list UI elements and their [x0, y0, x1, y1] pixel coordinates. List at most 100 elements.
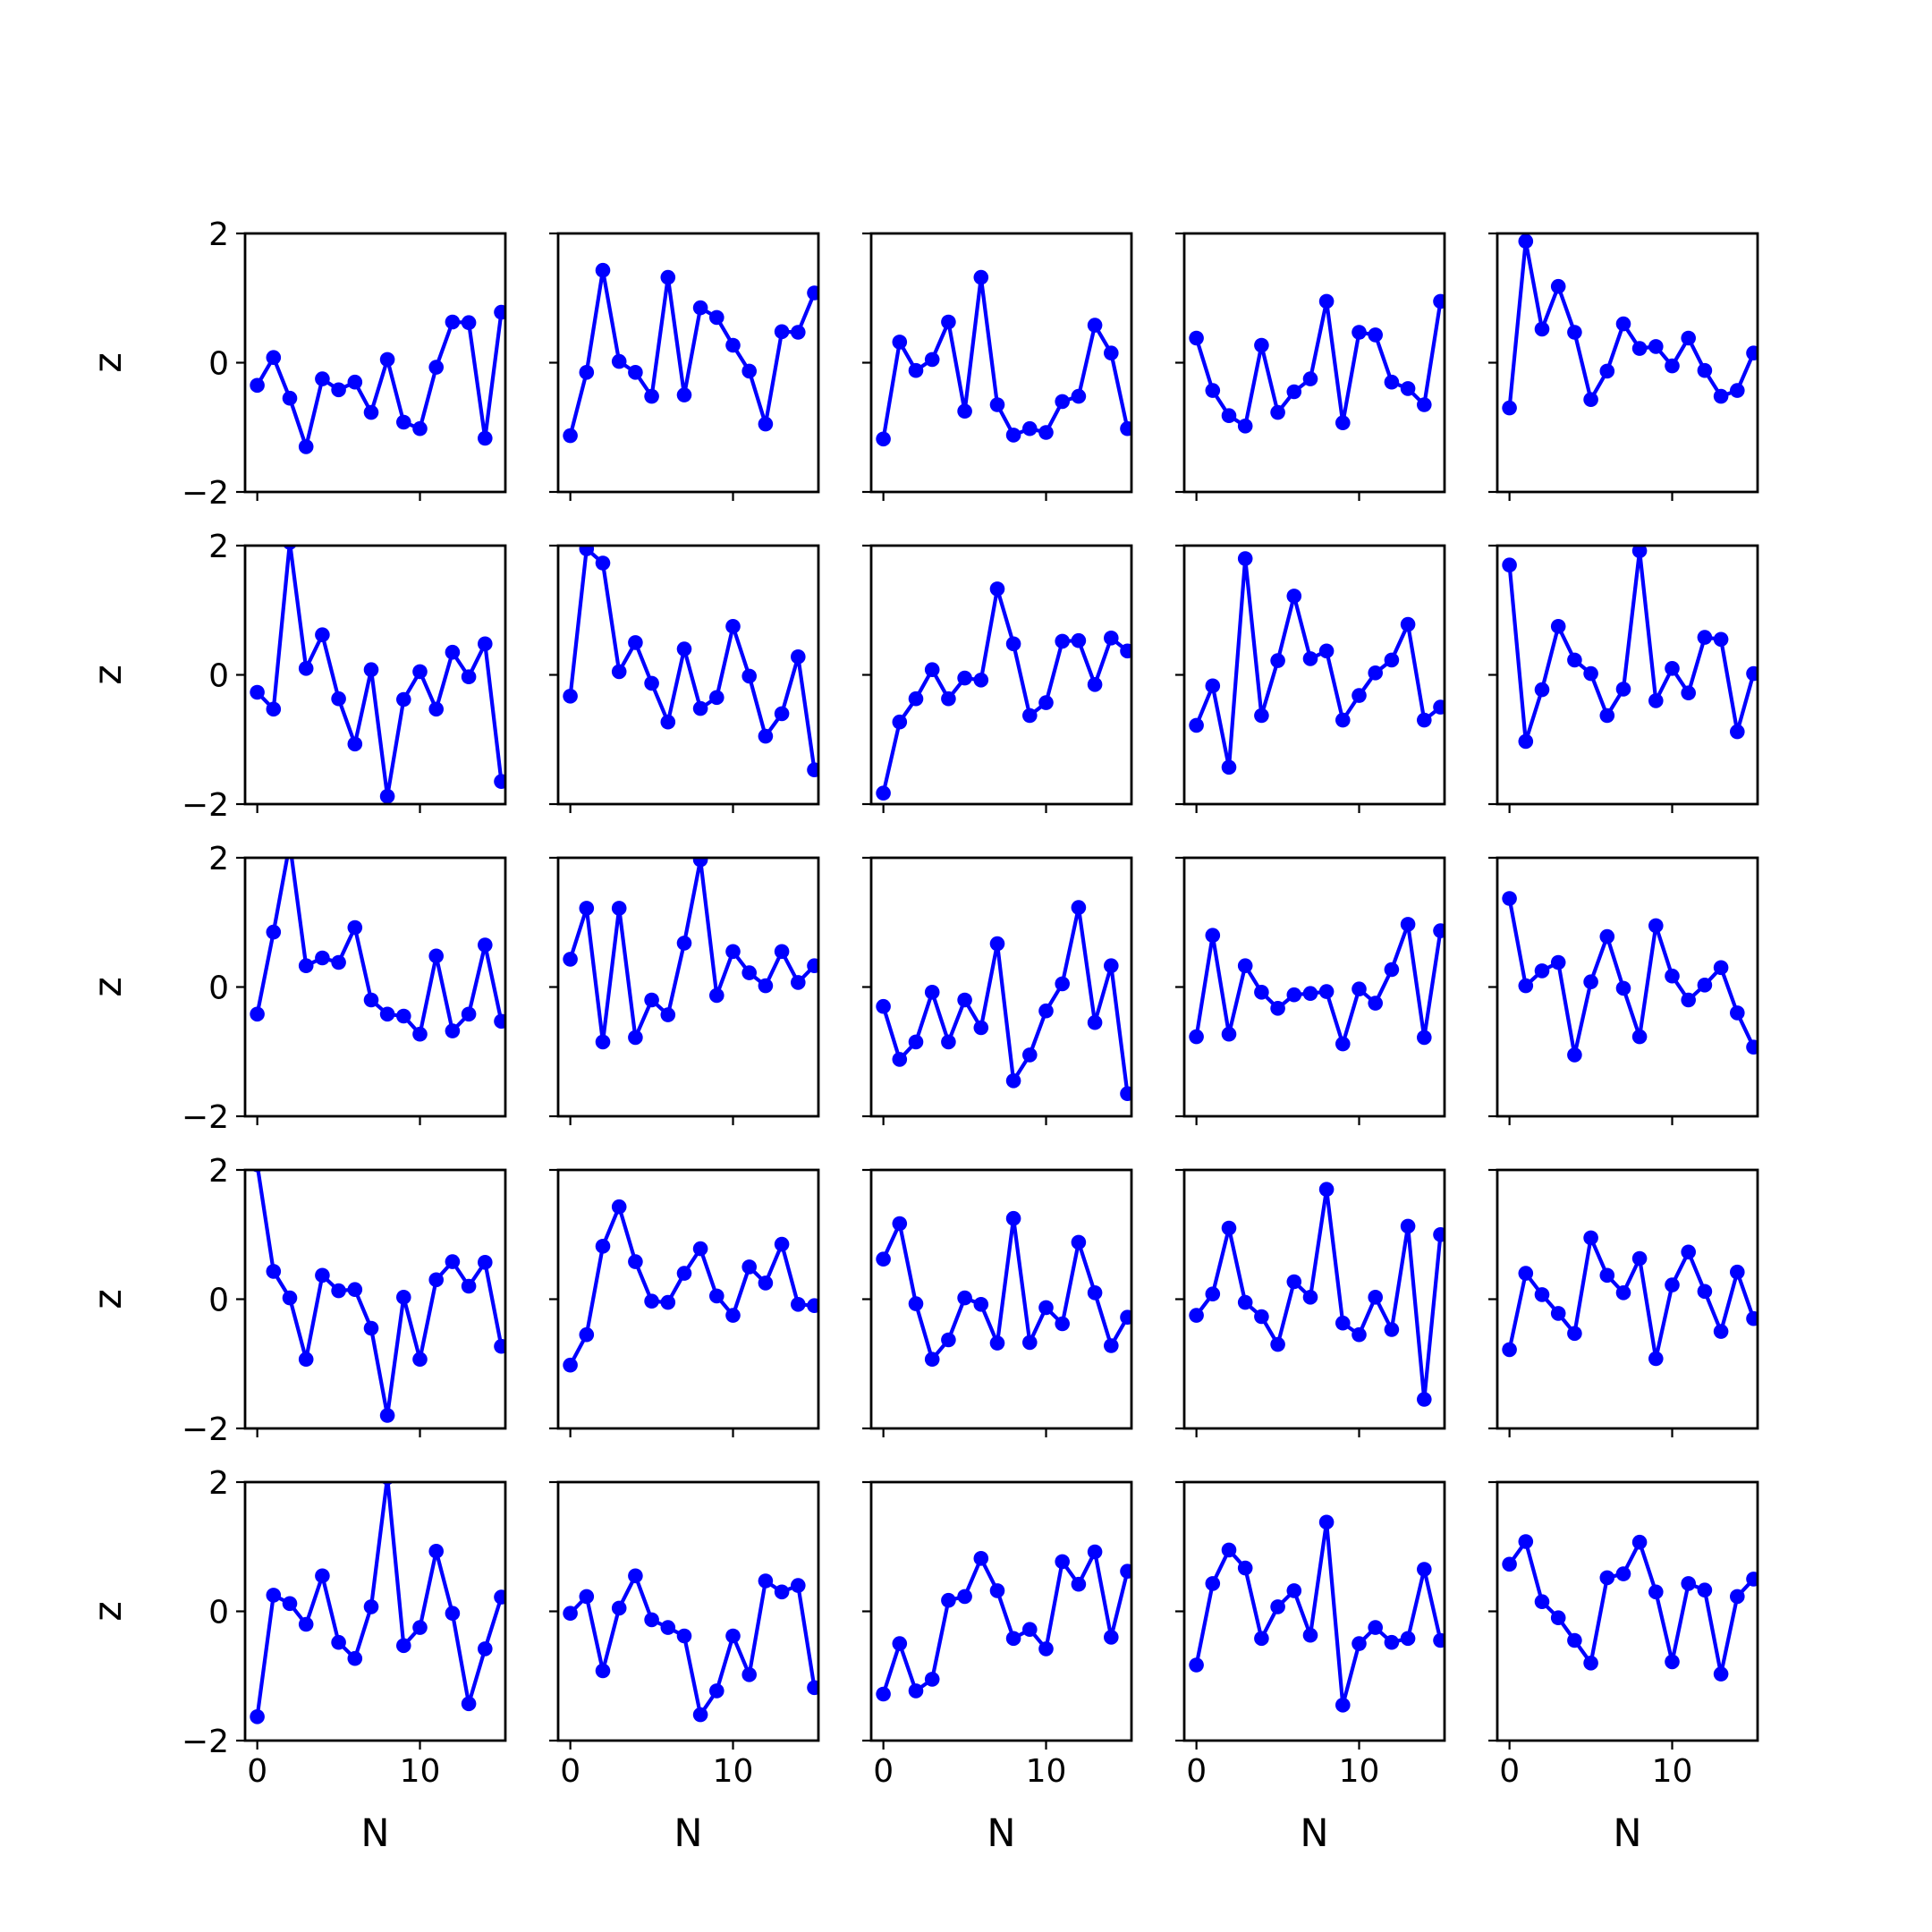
data-point: [1648, 339, 1664, 354]
data-point: [1502, 891, 1517, 906]
series-group: [250, 546, 505, 804]
series-group: [1502, 546, 1758, 750]
data-point: [1730, 383, 1745, 398]
data-point: [741, 1667, 757, 1682]
data-point: [1648, 918, 1664, 934]
data-point: [379, 352, 395, 368]
data-point: [1433, 923, 1445, 938]
data-point: [941, 314, 956, 330]
data-point: [1746, 1310, 1758, 1326]
data-point: [1567, 1632, 1582, 1648]
data-point: [725, 337, 741, 353]
data-point: [250, 1006, 265, 1022]
data-point: [758, 1275, 774, 1291]
data-point: [478, 937, 493, 953]
data-point: [1302, 1627, 1318, 1643]
data-point: [774, 324, 790, 340]
data-point: [1237, 551, 1253, 566]
data-point: [1120, 1086, 1131, 1101]
data-point: [1417, 1030, 1432, 1046]
data-point: [876, 1251, 891, 1267]
data-point: [709, 1683, 724, 1699]
data-point: [628, 1568, 643, 1584]
subplot-r1-c3: [862, 232, 1133, 501]
subplot-r5-c5: 0 10 N: [1488, 1480, 1759, 1856]
data-point: [428, 360, 445, 375]
data-point: [1335, 1315, 1351, 1331]
data-point: [1615, 316, 1631, 332]
series-group: [876, 269, 1131, 447]
data-point: [709, 690, 724, 706]
data-point: [1697, 978, 1713, 993]
series-group: [876, 1210, 1131, 1367]
data-point: [1730, 724, 1745, 740]
subplot-r1-c1: −2 0 2 z: [86, 216, 507, 512]
data-point: [1713, 388, 1729, 404]
series-group: [1189, 1514, 1445, 1713]
data-point: [1302, 1290, 1318, 1305]
data-point: [412, 1026, 428, 1042]
data-point: [1104, 958, 1119, 973]
data-point: [692, 300, 708, 316]
series-line: [255, 311, 504, 453]
data-point: [1254, 337, 1269, 353]
data-point: [1005, 636, 1021, 652]
data-point: [1567, 325, 1582, 340]
subplot-r3-c2: [549, 856, 820, 1125]
data-point: [1005, 1210, 1021, 1226]
data-point: [1631, 1534, 1648, 1550]
x-axis-label: N: [674, 1811, 702, 1856]
data-point: [412, 420, 428, 436]
data-point: [461, 315, 477, 331]
data-point: [1433, 1227, 1445, 1242]
data-point: [298, 1616, 314, 1632]
data-point: [1583, 665, 1598, 682]
data-point: [1400, 1631, 1416, 1647]
data-point: [1615, 1285, 1631, 1301]
data-point: [644, 675, 659, 691]
data-point: [266, 701, 282, 717]
data-point: [676, 387, 692, 402]
data-point: [908, 362, 924, 378]
data-point: [1631, 1029, 1648, 1045]
data-point: [1599, 928, 1615, 945]
data-point: [1665, 1277, 1680, 1292]
y-tick-label: 0: [208, 1595, 229, 1631]
data-point: [1286, 987, 1302, 1003]
data-point: [1697, 630, 1713, 645]
data-point: [595, 555, 611, 571]
subplot-r3-c5: [1488, 856, 1759, 1125]
data-point: [611, 901, 627, 916]
data-point: [1022, 420, 1038, 436]
data-point: [758, 728, 774, 744]
subplot-r1-c4: [1175, 232, 1446, 501]
data-point: [1518, 1534, 1534, 1549]
data-point: [1534, 963, 1550, 979]
data-point: [379, 789, 395, 804]
data-point: [494, 774, 505, 789]
data-point: [1567, 1326, 1582, 1342]
data-point: [644, 388, 659, 404]
data-point: [725, 1628, 741, 1644]
data-point: [1221, 1220, 1237, 1236]
series-group: [563, 262, 818, 444]
data-point: [563, 952, 578, 967]
data-point: [660, 1294, 676, 1310]
series-line: [1194, 301, 1443, 429]
data-point: [347, 736, 363, 752]
series-line: [881, 907, 1130, 1094]
data-point: [989, 397, 1005, 412]
subplot-r2-c4: [1175, 544, 1446, 813]
data-point: [1055, 633, 1070, 649]
data-point: [692, 1241, 708, 1257]
data-point: [741, 363, 757, 379]
data-point: [494, 1013, 505, 1030]
data-point: [579, 1589, 595, 1605]
data-point: [445, 1023, 461, 1038]
data-point: [1270, 1001, 1285, 1016]
data-point: [1433, 293, 1445, 309]
series-line: [256, 546, 504, 797]
data-point: [709, 987, 724, 1004]
data-point: [363, 404, 379, 420]
